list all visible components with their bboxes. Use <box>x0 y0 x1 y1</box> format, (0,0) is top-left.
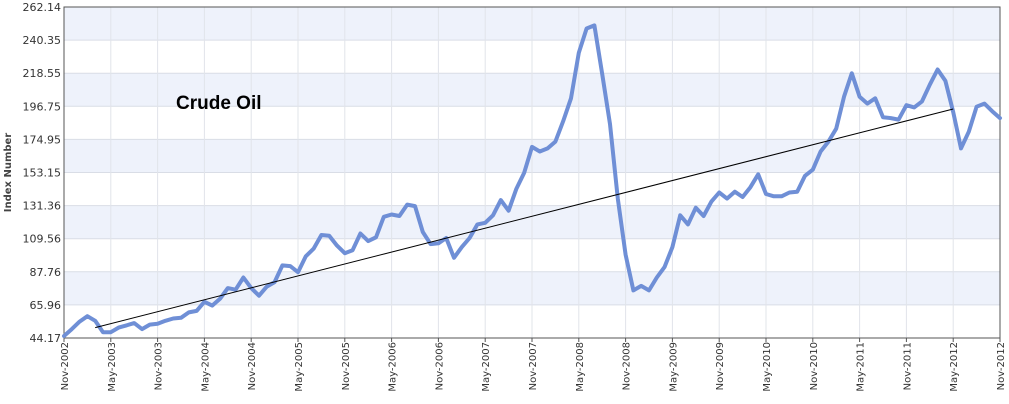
x-tick-label: Nov-2011 <box>902 342 913 390</box>
x-tick-label: Nov-2006 <box>434 342 445 390</box>
y-tick-label: 153.15 <box>23 167 62 180</box>
chart-annotation: Crude Oil <box>176 93 262 114</box>
x-tick-label: May-2010 <box>762 342 773 392</box>
x-tick-label: Nov-2008 <box>622 342 633 390</box>
x-tick-label: Nov-2007 <box>528 342 539 390</box>
x-tick-label: May-2012 <box>949 342 960 392</box>
y-tick-label: 65.96 <box>30 299 62 312</box>
vertical-gridlines <box>63 7 1001 338</box>
x-tick-label: Nov-2002 <box>60 342 71 390</box>
x-tick-label: Nov-2012 <box>996 342 1007 390</box>
x-tick-label: Nov-2005 <box>341 342 352 390</box>
y-tick-label: 218.55 <box>23 67 62 80</box>
y-axis-ticks: 44.17 65.96 87.76 109.56 131.36 153.15 174.95 1… <box>23 1 62 345</box>
y-tick-label: 44.17 <box>30 332 62 345</box>
x-tick-label: May-2005 <box>294 342 305 392</box>
y-tick-label: 87.76 <box>30 266 62 279</box>
x-tick-label: Nov-2009 <box>715 342 726 390</box>
x-tick-label: Nov-2010 <box>809 342 820 390</box>
x-tick-label: May-2011 <box>856 342 867 392</box>
y-tick-label: 109.56 <box>23 233 62 246</box>
x-tick-label: May-2004 <box>200 342 211 392</box>
x-tick-label: May-2007 <box>481 342 492 392</box>
x-tick-label: May-2006 <box>388 342 399 392</box>
series-line-crude-oil <box>62 23 1002 338</box>
x-tick-label: May-2008 <box>575 342 586 392</box>
y-axis-title: Index Number <box>3 133 14 213</box>
x-tick-label: Nov-2003 <box>154 342 165 390</box>
y-tick-label: 240.35 <box>23 34 62 47</box>
y-tick-label: 262.14 <box>23 1 62 14</box>
x-tick-label: May-2003 <box>107 342 118 392</box>
y-tick-label: 131.36 <box>23 200 62 213</box>
x-tick-label: Nov-2004 <box>247 342 258 390</box>
x-tick-label: May-2009 <box>668 342 679 392</box>
x-axis-ticks: Nov-2002 May-2003 Nov-2003 May-2004 Nov-2004… <box>60 338 1007 392</box>
y-tick-label: 196.75 <box>23 100 62 113</box>
trendline <box>95 108 954 329</box>
y-tick-label: 174.95 <box>23 133 62 146</box>
